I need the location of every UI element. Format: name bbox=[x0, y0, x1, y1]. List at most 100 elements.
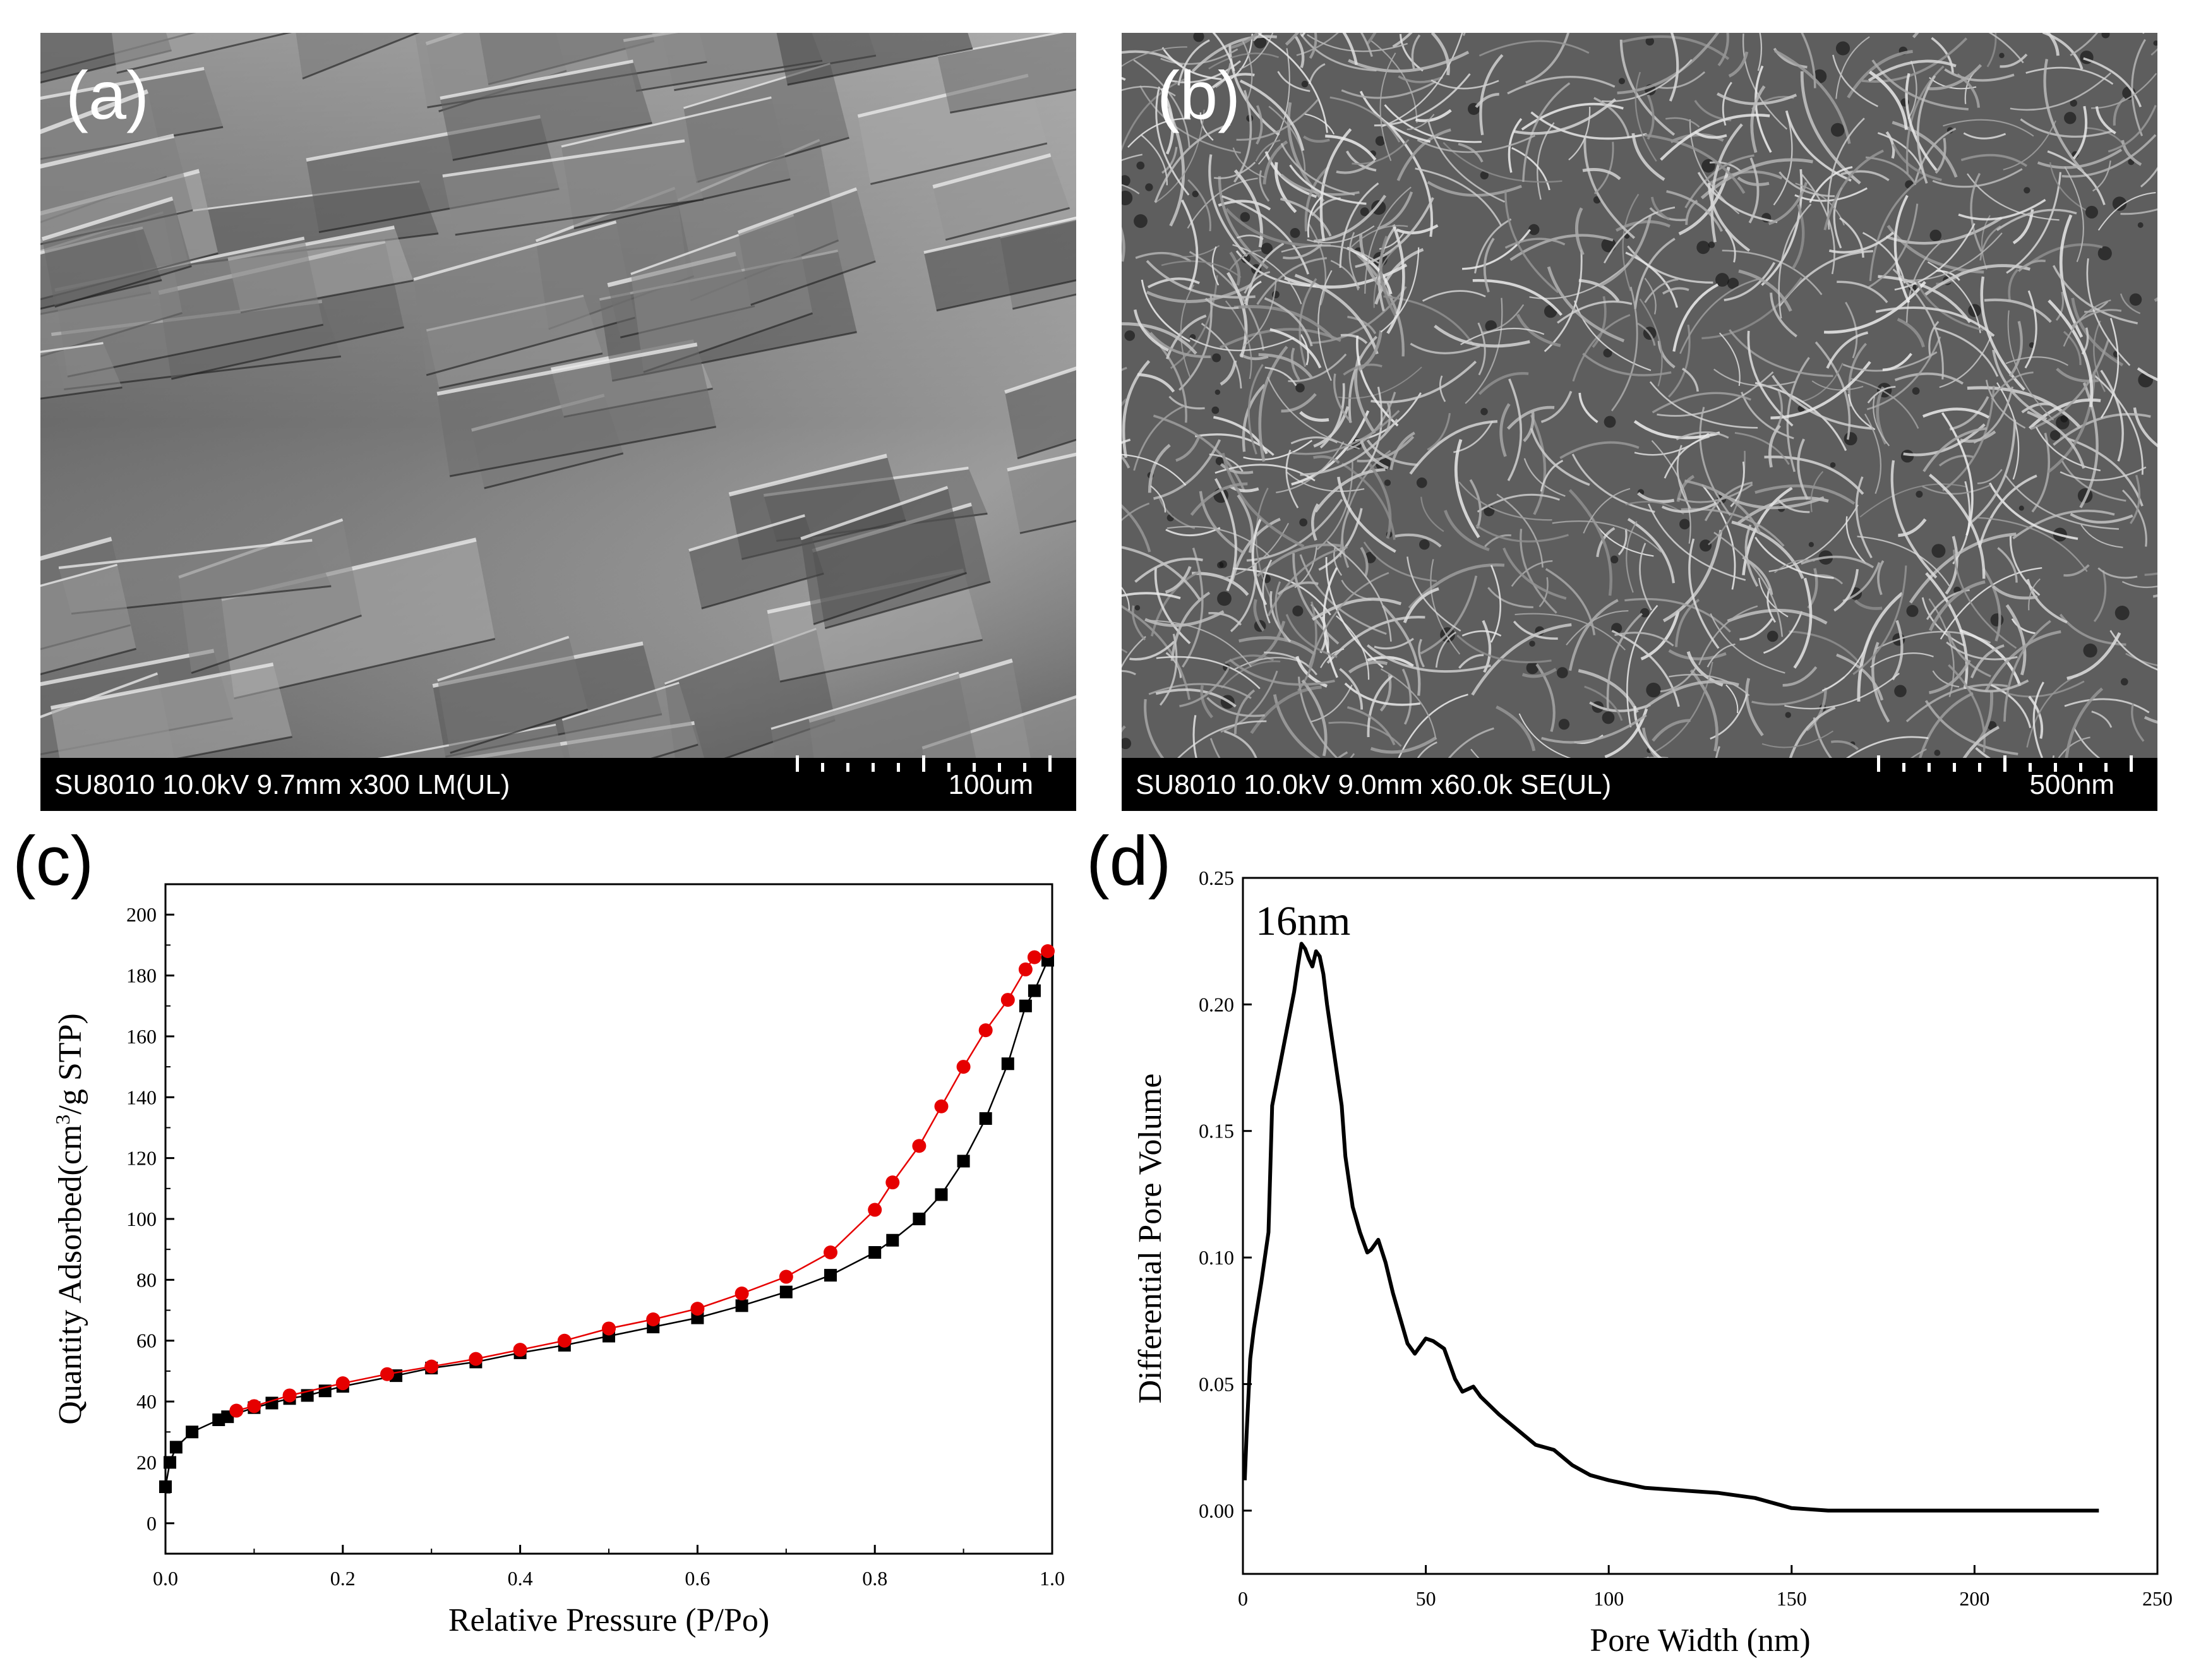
fiber-strand bbox=[1252, 33, 1262, 42]
fiber-strand bbox=[1290, 347, 1300, 381]
fiber-strand bbox=[1218, 200, 1271, 211]
sheet-layer bbox=[933, 155, 1070, 240]
fiber-strand bbox=[1496, 705, 1536, 752]
fiber-strand bbox=[2097, 191, 2156, 231]
fiber-strand bbox=[1707, 183, 1751, 252]
fiber-strand bbox=[1475, 524, 1569, 543]
fiber-strand bbox=[1731, 520, 1804, 579]
fiber-strand bbox=[2072, 105, 2088, 160]
fiber-strand bbox=[1454, 439, 1480, 539]
fiber-strand bbox=[1898, 518, 1927, 537]
fiber-strand bbox=[1199, 112, 1214, 141]
fiber-strand bbox=[1250, 685, 1322, 735]
fiber-strand bbox=[1274, 162, 1297, 213]
fiber-strand bbox=[1296, 33, 1339, 56]
sheet-layer bbox=[442, 140, 704, 235]
pore-dot bbox=[1384, 479, 1391, 486]
fiber-strand bbox=[1122, 227, 1125, 262]
y-tick-label: 180 bbox=[126, 964, 157, 987]
adsorption-point bbox=[1001, 1057, 1014, 1071]
fiber-strand bbox=[1338, 366, 1422, 399]
fiber-strand bbox=[1380, 247, 1420, 333]
fiber-strand bbox=[1540, 390, 1573, 423]
fiber-strand bbox=[1811, 380, 1864, 391]
sheet-edge bbox=[40, 649, 215, 687]
fiber-strand bbox=[1652, 392, 1751, 414]
sheet-layer bbox=[776, 33, 973, 85]
fiber-strand bbox=[1739, 618, 1773, 641]
fiber-strand bbox=[1403, 587, 1439, 623]
pore-dot bbox=[1727, 277, 1739, 289]
x-tick-label: 1.0 bbox=[1040, 1567, 1065, 1590]
fiber-strand bbox=[1343, 363, 1382, 376]
sheet-shadow bbox=[945, 207, 1070, 241]
fiber-strand bbox=[1307, 196, 1322, 238]
fiber-strand bbox=[1179, 666, 1231, 707]
fiber-strand bbox=[1496, 493, 1544, 568]
fiber-strand bbox=[2070, 513, 2133, 524]
fiber-strand bbox=[1859, 483, 1967, 518]
desorption-point bbox=[335, 1376, 350, 1391]
fiber-strand bbox=[1347, 315, 1377, 335]
sheet-edge bbox=[440, 59, 633, 100]
fiber-strand bbox=[1291, 410, 1400, 455]
pore-dot bbox=[1192, 190, 1199, 198]
fiber-strand bbox=[1156, 656, 1261, 690]
fiber-strand bbox=[1672, 283, 1719, 352]
fiber-strand bbox=[2003, 120, 2056, 171]
fiber-strand bbox=[1996, 382, 2020, 480]
fiber-strand bbox=[2091, 73, 2157, 109]
fiber-strand bbox=[2017, 260, 2046, 272]
desorption-point bbox=[934, 1099, 949, 1113]
pore-dot bbox=[1603, 348, 1612, 357]
sheet-shadow bbox=[573, 178, 791, 229]
fiber-strand bbox=[2011, 618, 2036, 635]
fiber-strand bbox=[1839, 217, 1864, 258]
fiber-strand bbox=[1314, 468, 1386, 513]
fiber-strand bbox=[1963, 679, 2029, 693]
desorption-point bbox=[646, 1312, 661, 1326]
fiber-strand bbox=[1360, 33, 1373, 57]
fiber-strand bbox=[1370, 361, 1477, 404]
fiber-strand bbox=[1379, 236, 1397, 316]
fiber-strand bbox=[1784, 673, 1900, 710]
fiber-strand bbox=[1180, 284, 1195, 378]
fiber-strand bbox=[1277, 71, 1310, 92]
fiber-strand bbox=[2049, 162, 2087, 211]
fiber-strand bbox=[1299, 33, 1377, 72]
fiber-strand bbox=[1373, 246, 1398, 308]
fiber-strand bbox=[1237, 494, 1254, 553]
fiber-strand bbox=[1212, 33, 1235, 71]
fiber-strand bbox=[1996, 208, 2077, 231]
fiber-strand bbox=[1285, 33, 1300, 46]
fiber-strand bbox=[1929, 659, 1971, 695]
fiber-strand bbox=[1827, 117, 1865, 230]
fiber-strand bbox=[1148, 683, 1252, 699]
fiber-strand bbox=[1242, 279, 1277, 347]
fiber-strand bbox=[1627, 518, 1676, 584]
fiber-strand bbox=[2012, 509, 2115, 539]
fiber-strand bbox=[1232, 244, 1302, 304]
fiber-strand bbox=[1311, 597, 1402, 621]
fiber-strand bbox=[1189, 337, 1295, 352]
fiber-strand bbox=[1153, 414, 1246, 493]
sem-info-bar-a: SU8010 10.0kV 9.7mm x300 LM(UL) 100um bbox=[40, 755, 1076, 811]
fiber-strand bbox=[1770, 292, 1797, 338]
sheet-edge bbox=[1007, 452, 1076, 472]
fiber-strand bbox=[1679, 278, 1760, 354]
fiber-strand bbox=[1303, 135, 1330, 143]
fiber-strand bbox=[1243, 440, 1313, 461]
fiber-strand bbox=[1970, 644, 2005, 679]
fiber-strand bbox=[1718, 332, 1741, 387]
fiber-strand bbox=[1458, 654, 1484, 669]
pore-dot bbox=[1211, 406, 1220, 414]
fiber-strand bbox=[1578, 279, 1620, 303]
fiber-strand bbox=[1530, 111, 1647, 140]
fiber-strand bbox=[1892, 620, 1904, 681]
fiber-strand bbox=[1676, 431, 1729, 441]
fiber-strand bbox=[1264, 297, 1313, 347]
fiber-strand bbox=[1617, 33, 1720, 95]
fiber-strand bbox=[1725, 684, 1739, 714]
fiber-strand bbox=[1868, 59, 1957, 82]
fiber-strand bbox=[1316, 461, 1353, 550]
